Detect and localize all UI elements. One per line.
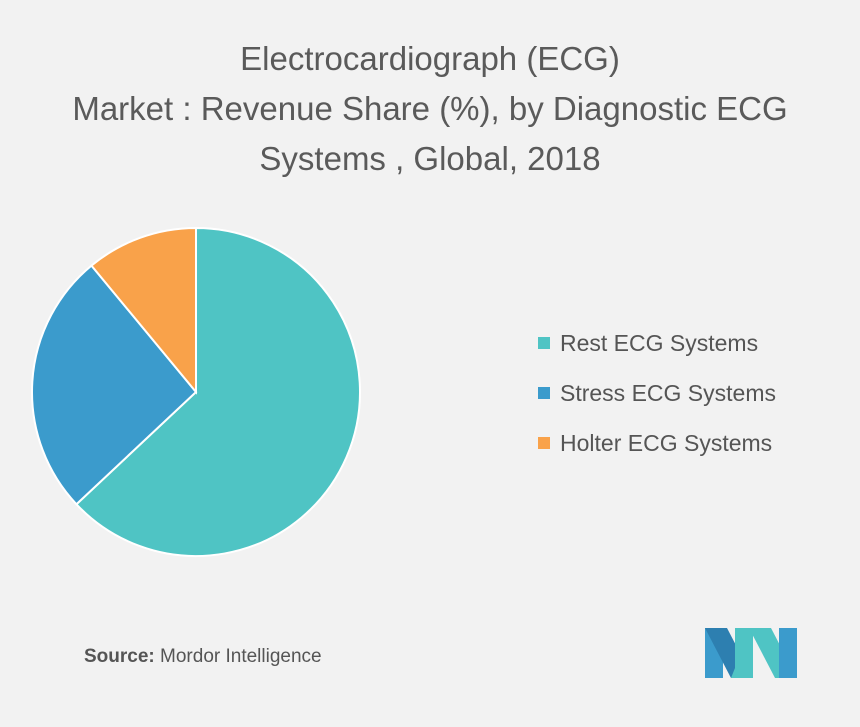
legend-label: Stress ECG Systems	[560, 379, 776, 406]
legend-item: Holter ECG Systems	[538, 418, 776, 468]
pie-slice-stress-ecg-systems	[31, 264, 198, 506]
pie-slice-rest-ecg-systems	[75, 226, 361, 557]
source-label: Source:	[84, 646, 155, 667]
legend-label: Holter ECG Systems	[560, 429, 773, 456]
legend-swatch	[538, 437, 550, 449]
chart-title: Electrocardiograph (ECG) Market : Revenu…	[0, 34, 860, 184]
title-line-3: Systems , Global, 2018	[259, 140, 601, 177]
mordor-intelligence-logo-icon	[705, 628, 797, 678]
pie-slice-holter-ecg-systems	[90, 226, 197, 395]
chart-legend: Rest ECG Systems Stress ECG Systems Holter…	[538, 318, 776, 468]
pie-chart	[31, 226, 361, 557]
title-line-1: Electrocardiograph (ECG)	[240, 40, 620, 77]
legend-swatch	[538, 387, 550, 399]
legend-label: Rest ECG Systems	[560, 329, 759, 356]
legend-item: Stress ECG Systems	[538, 368, 776, 418]
title-line-2: Market : Revenue Share (%), by Diagnosti…	[72, 90, 788, 127]
source-text: Mordor Intelligence	[154, 646, 322, 667]
source-note: Source: Mordor Intelligence	[84, 646, 322, 668]
legend-item: Rest ECG Systems	[538, 318, 776, 368]
legend-swatch	[538, 337, 550, 349]
